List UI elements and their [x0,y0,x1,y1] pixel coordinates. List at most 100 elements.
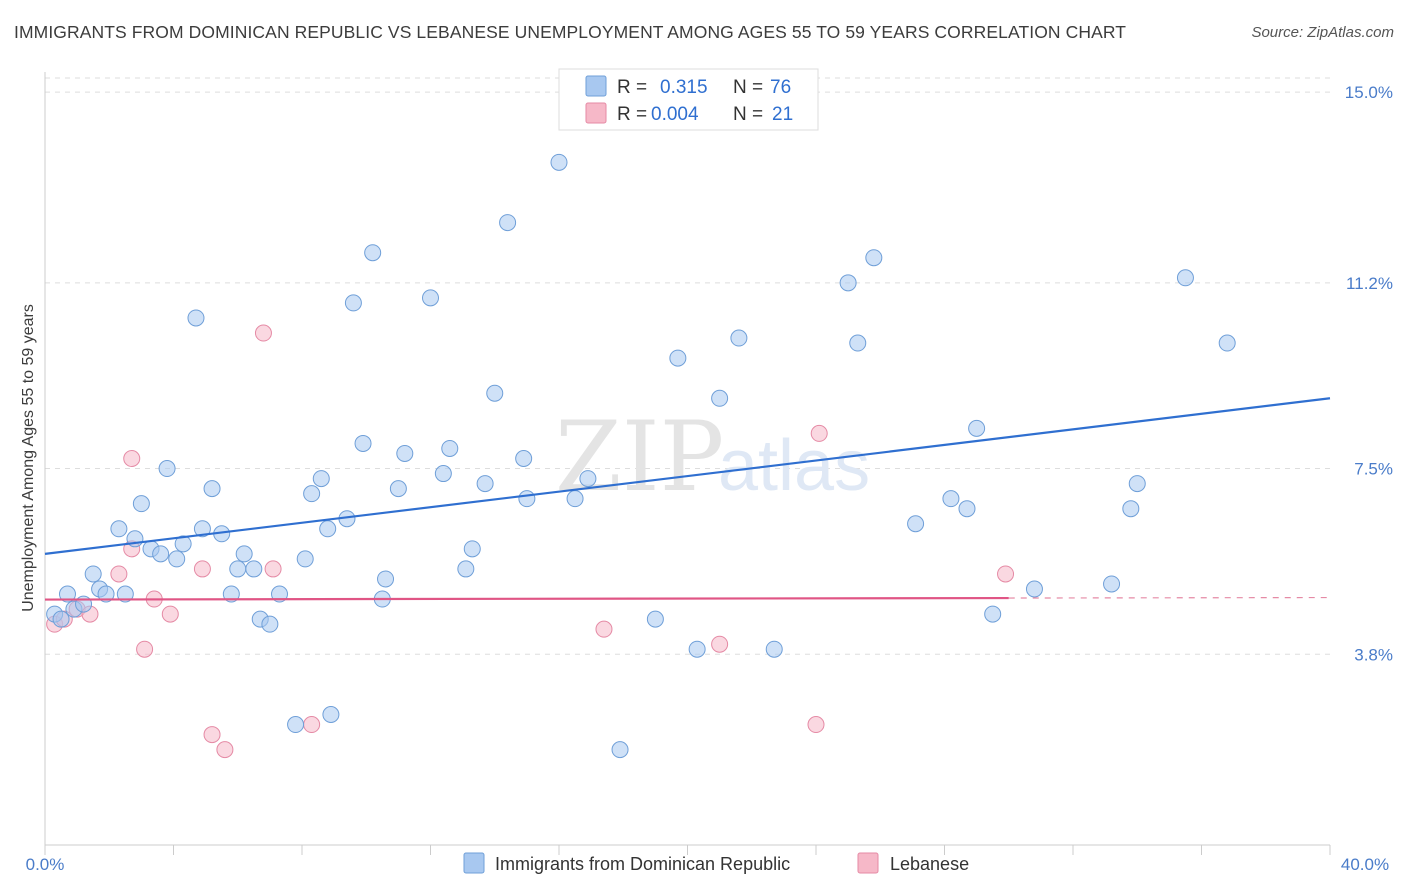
legend-r-value-pink: 0.004 [651,104,699,125]
bottom-legend-label-pink: Lebanese [890,854,969,874]
legend-swatch-pink [585,102,607,124]
x-tick-label-min: 0.0% [26,855,65,874]
legend-r-label-blue: R = [617,77,647,98]
legend-r-value-blue: 0.315 [660,77,708,98]
dominican-point [389,480,407,498]
dominican-point [711,389,729,407]
lebanese-trend-extension [1008,596,1331,599]
dominican-point [152,545,170,563]
dominican-point [730,329,748,347]
dominican-point [476,475,494,493]
y-tick-label: 15.0% [1345,83,1393,102]
dominican-point [942,490,960,508]
dominican-point [116,585,134,603]
legend-n-value-blue: 76 [770,77,791,98]
lebanese-point [216,741,234,759]
dominican-point [1218,334,1236,352]
legend-n-label-blue: N = [733,77,763,98]
lebanese-point [203,726,221,744]
lebanese-trend-line [44,596,1009,601]
dominican-point [463,540,481,558]
dominican-point [168,550,186,568]
lebanese-point [711,635,729,653]
lebanese-point [193,560,211,578]
top-legend: R = 0.315 N = 76 R = 0.004 N = 21 [558,68,819,131]
dominican-point [865,249,883,267]
dominican-point [1176,269,1194,287]
dominican-point [303,485,321,503]
dominican-trend-line [44,397,1331,555]
dominican-point [203,480,221,498]
y-tick-label: 11.2% [1346,274,1393,293]
legend-r-label-pink: R = [617,104,647,125]
dominican-point [245,560,263,578]
y-tick-labels: 3.8% 7.5% 11.2% 15.0% [1345,83,1393,664]
legend-n-label-pink: N = [733,104,763,125]
lebanese-point [595,620,613,638]
dominican-point [422,289,439,307]
dominican-point [377,570,395,588]
chart-title: IMMIGRANTS FROM DOMINICAN REPUBLIC VS LE… [14,22,1127,42]
dominican-point [968,419,986,437]
dominican-point [457,560,475,578]
lebanese-point [807,716,825,734]
dominican-point [344,294,362,312]
dominican-point [97,585,115,603]
dominican-point [984,605,1002,623]
dominican-point [110,520,128,538]
legend-n-value-pink: 21 [772,104,793,125]
y-axis-title: Unemployment Among Ages 55 to 59 years [20,304,37,612]
dominican-point [287,716,305,734]
trend-lines [44,397,1331,601]
bottom-legend-label-blue: Immigrants from Dominican Republic [495,854,790,874]
lebanese-point [254,324,272,342]
dominican-point [611,741,629,759]
dominican-point [354,434,372,452]
dominican-point [499,214,517,232]
dominican-point [52,610,70,628]
dominican-point [58,585,76,603]
dominican-point [271,585,289,603]
lebanese-point [123,450,141,467]
dominican-point [222,585,240,603]
watermark-atlas: atlas [718,426,870,506]
dominican-point [261,615,279,633]
dominican-point [158,460,176,478]
dominican-point [550,153,568,171]
dominican-point [441,439,459,457]
dominican-points [46,153,1236,759]
dominican-point [518,490,536,508]
dominican-point [434,465,452,483]
dominican-point [907,515,925,533]
x-axis-ticks [44,845,1331,855]
lebanese-point [110,565,128,583]
dominican-point [1122,500,1140,518]
dominican-point [566,490,584,508]
y-tick-label: 7.5% [1354,460,1393,479]
lebanese-point [136,640,154,658]
dominican-point [396,444,414,462]
lebanese-point [303,716,321,734]
dominican-point [312,470,330,488]
lebanese-point [264,560,282,578]
bottom-legend-swatch-blue [463,852,485,874]
dominican-point [646,610,664,628]
dominican-point [1025,580,1043,598]
dominican-point [296,550,314,568]
dominican-point [669,349,687,367]
lebanese-point [810,424,828,442]
dominican-point [319,520,337,538]
dominican-point [174,535,192,553]
dominican-point [193,520,211,538]
dominican-point [486,384,504,402]
source-label: Source: ZipAtlas.com [1251,24,1394,41]
bottom-legend: Immigrants from Dominican Republic Leban… [463,852,969,874]
dominican-point [132,495,150,513]
dominican-point [235,545,253,563]
watermark-zip: ZIP [555,401,724,513]
dominican-point [229,560,247,578]
dominican-point [958,500,976,518]
dominican-point [849,334,867,352]
dominican-point [579,470,597,488]
